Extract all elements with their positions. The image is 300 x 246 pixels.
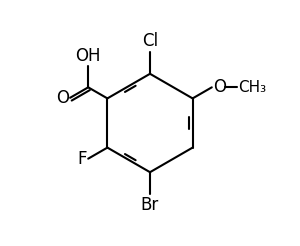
Text: Cl: Cl xyxy=(142,32,158,50)
Text: O: O xyxy=(213,78,226,96)
Text: O: O xyxy=(56,89,69,107)
Text: OH: OH xyxy=(76,47,101,65)
Text: CH₃: CH₃ xyxy=(238,80,266,95)
Text: F: F xyxy=(77,150,87,168)
Text: Br: Br xyxy=(141,196,159,214)
